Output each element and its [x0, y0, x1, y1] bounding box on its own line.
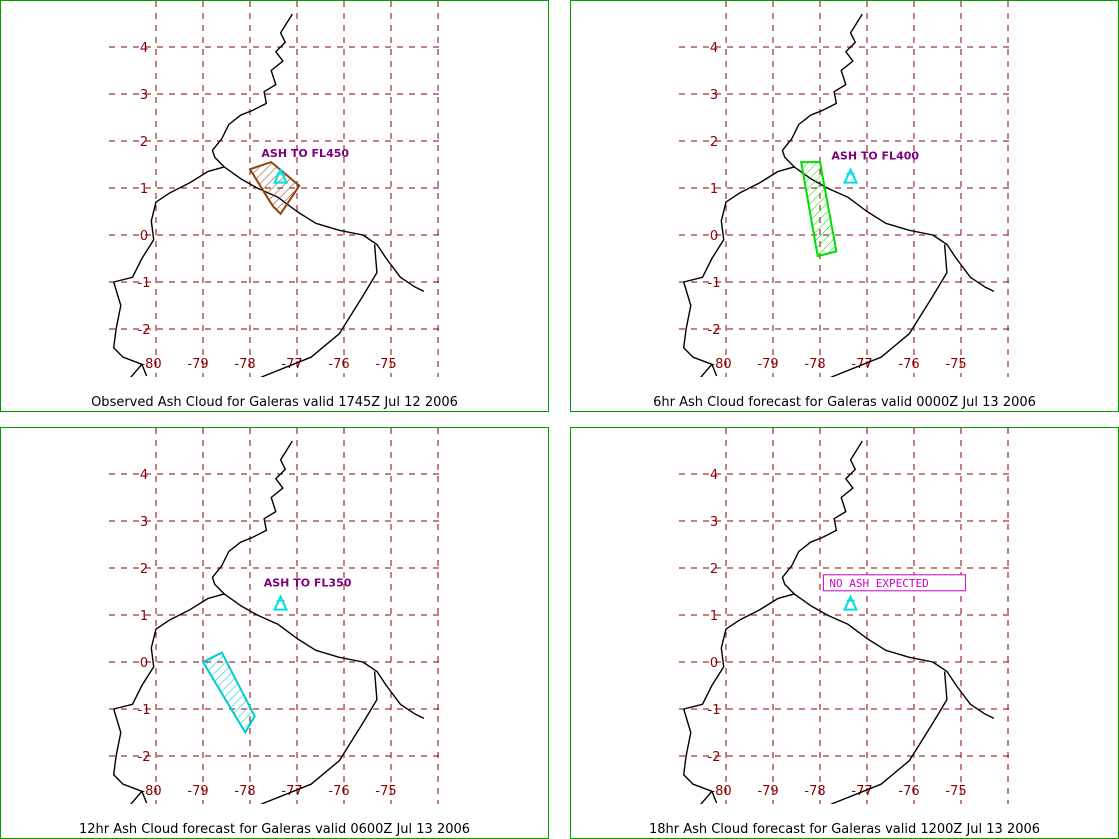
lat-tick-label: 0 [140, 229, 148, 244]
graticule [679, 428, 1009, 804]
ash-cloud-polygon [800, 161, 838, 258]
panel-caption: 18hr Ash Cloud forecast for Galeras vali… [648, 822, 1041, 837]
border-ecuador-peru [829, 244, 948, 377]
lat-tick-label: -1 [708, 276, 721, 291]
ash-cloud-polygon [248, 160, 301, 216]
lat-tick-label: 1 [140, 609, 148, 624]
lat-tick-label: 2 [140, 562, 148, 577]
lon-tick-label: -75 [945, 357, 966, 372]
lon-tick-label: -78 [804, 357, 825, 372]
lon-tick-label: -79 [187, 357, 208, 372]
lon-tick-label: -80 [710, 357, 731, 372]
no-ash-label: NO ASH EXPECTED [829, 577, 928, 590]
no-ash-box [822, 574, 966, 592]
lat-tick-label: -2 [138, 323, 151, 338]
volcano-triangle-icon [842, 594, 859, 611]
graticule [109, 428, 439, 804]
lat-tick-label: 0 [710, 229, 718, 244]
lat-tick-label: 4 [140, 41, 148, 56]
coastline-borders [683, 440, 995, 804]
lat-tick-label: 1 [710, 609, 718, 624]
lon-tick-label: -79 [187, 784, 208, 799]
lat-tick-label: -1 [138, 276, 151, 291]
lat-tick-label: 4 [140, 468, 148, 483]
panel-caption: 6hr Ash Cloud forecast for Galeras valid… [653, 395, 1036, 410]
map-panel-18hr-forecast: 4 3 2 1 0 -1 -2 -80 -79 -78 -77 -76 -75 NO ASH EXPECT… [570, 427, 1119, 839]
volcano-triangle-icon [842, 167, 859, 184]
lat-tick-label: 3 [140, 515, 148, 530]
lon-tick-label: -80 [140, 357, 161, 372]
map-panel-observed: 4 3 2 1 0 -1 -2 -80 -79 -78 -77 -76 -75 ASH TO FL450 … [0, 0, 549, 412]
lon-tick-label: -75 [375, 784, 396, 799]
lon-tick-label: -78 [234, 784, 255, 799]
border-colombia-ecuador [793, 166, 995, 293]
panel-caption: Observed Ash Cloud for Galeras valid 174… [91, 395, 458, 410]
ash-altitude-label: ASH TO FL400 [831, 149, 919, 162]
coastline-peru [130, 363, 143, 377]
lon-tick-label: -80 [710, 784, 731, 799]
lon-tick-label: -76 [898, 784, 919, 799]
lat-tick-label: 3 [710, 515, 718, 530]
lon-tick-label: -79 [757, 784, 778, 799]
volcano-triangle-icon [272, 594, 289, 611]
lat-tick-label: -1 [138, 703, 151, 718]
lon-tick-label: -79 [757, 357, 778, 372]
lat-tick-label: 3 [140, 88, 148, 103]
border-colombia-ecuador [793, 593, 995, 720]
ash-altitude-label: ASH TO FL350 [264, 576, 352, 589]
lon-tick-label: -80 [140, 784, 161, 799]
lat-tick-label: 3 [710, 88, 718, 103]
coastline-borders [113, 440, 425, 804]
map-panel-12hr-forecast: 4 3 2 1 0 -1 -2 -80 -79 -78 -77 -76 -75 ASH TO FL350 … [0, 427, 549, 839]
lat-tick-label: -2 [708, 323, 721, 338]
lon-tick-label: -78 [804, 784, 825, 799]
panel-caption: 12hr Ash Cloud forecast for Galeras vali… [78, 822, 471, 837]
lat-tick-label: 1 [140, 182, 148, 197]
ash-altitude-label: ASH TO FL450 [261, 147, 349, 160]
lat-tick-label: 0 [140, 656, 148, 671]
coastline-borders [683, 13, 995, 377]
lat-tick-label: -2 [708, 750, 721, 765]
border-ecuador-peru [829, 671, 948, 804]
coastline-peru [130, 790, 143, 804]
lat-tick-label: 2 [710, 562, 718, 577]
lat-tick-label: 0 [710, 656, 718, 671]
lon-tick-label: -76 [328, 357, 349, 372]
lat-tick-label: 4 [710, 468, 718, 483]
lat-tick-label: 1 [710, 182, 718, 197]
graticule [109, 1, 439, 377]
coastline-peru [700, 363, 713, 377]
border-colombia-ecuador [223, 166, 425, 293]
volcano-triangle-icon [272, 167, 289, 184]
lon-tick-label: -76 [328, 784, 349, 799]
lat-tick-label: -2 [138, 750, 151, 765]
graticule [679, 1, 1009, 377]
lat-tick-label: -1 [708, 703, 721, 718]
map-panel-6hr-forecast: 4 3 2 1 0 -1 -2 -80 -79 -78 -77 -76 -75 ASH TO FL400 … [570, 0, 1119, 412]
border-ecuador-peru [259, 671, 378, 804]
lon-tick-label: -75 [375, 357, 396, 372]
border-colombia-ecuador [223, 593, 425, 720]
lat-tick-label: 4 [710, 41, 718, 56]
lon-tick-label: -76 [898, 357, 919, 372]
lon-tick-label: -75 [945, 784, 966, 799]
lon-tick-label: -78 [234, 357, 255, 372]
coastline-peru [700, 790, 713, 804]
lat-tick-label: 2 [140, 135, 148, 150]
ash-cloud-polygon [201, 651, 256, 735]
lat-tick-label: 2 [710, 135, 718, 150]
coastline-borders [113, 13, 425, 377]
border-ecuador-peru [259, 244, 378, 377]
